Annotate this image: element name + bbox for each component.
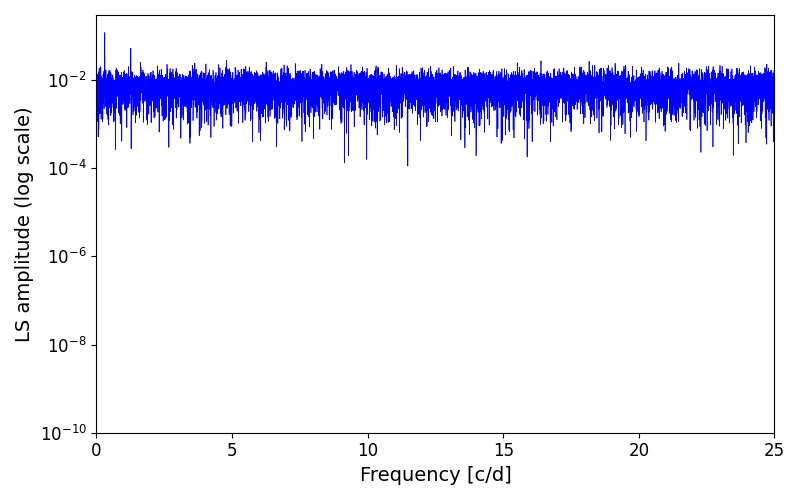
X-axis label: Frequency [c/d]: Frequency [c/d] (359, 466, 511, 485)
Y-axis label: LS amplitude (log scale): LS amplitude (log scale) (15, 106, 34, 342)
